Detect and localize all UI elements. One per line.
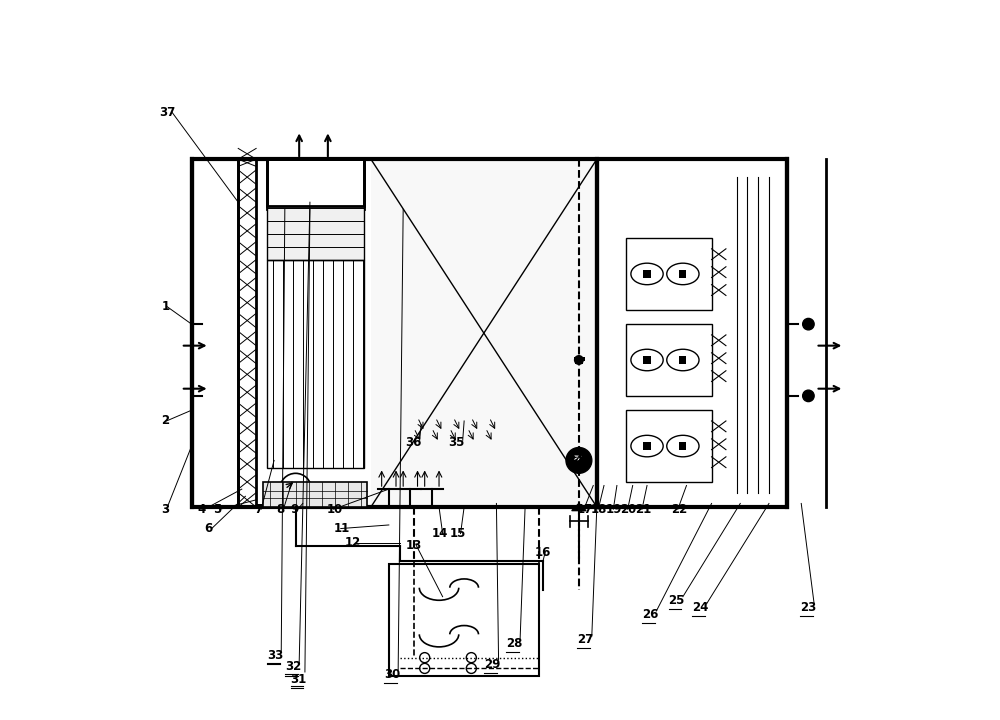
Bar [643,356,651,364]
Text: 14: 14 [432,527,448,540]
Text: 12: 12 [344,536,361,549]
Text: 1: 1 [161,300,170,312]
Text: 3: 3 [161,503,170,516]
Text: 6: 6 [205,522,213,535]
Text: 21: 21 [635,503,651,516]
Bar [626,324,712,396]
Text: 25: 25 [669,594,685,607]
Polygon shape [572,503,586,510]
Text: 23: 23 [800,601,816,614]
Bar [574,357,585,361]
Text: 4: 4 [197,503,206,516]
Text: 7: 7 [254,503,262,516]
Bar [626,410,712,482]
Text: 2: 2 [161,415,170,428]
Bar [643,443,651,450]
Bar [679,356,686,364]
Text: 27: 27 [577,633,594,647]
Bar [643,270,651,277]
Text: 32: 32 [285,660,301,673]
Bar [626,238,712,310]
Circle shape [803,318,814,330]
Text: 13: 13 [405,539,422,552]
Text: 26: 26 [642,608,658,621]
Bar [263,482,367,507]
Text: 10: 10 [326,503,343,516]
Bar [238,159,256,507]
Bar [267,206,364,260]
Circle shape [574,355,584,365]
Text: 11: 11 [334,522,350,535]
Text: 35: 35 [448,436,465,449]
Bar [192,159,597,507]
Circle shape [803,390,814,402]
Text: 16: 16 [534,546,551,559]
Bar [679,270,686,277]
Text: 18: 18 [591,503,607,516]
Bar [574,358,584,361]
Text: 33: 33 [267,649,283,662]
Text: 30: 30 [384,667,400,680]
Circle shape [566,448,592,473]
Text: 20: 20 [620,503,637,516]
Text: 29: 29 [484,658,501,671]
Bar [679,443,686,450]
Text: 22: 22 [671,503,687,516]
Text: 5: 5 [213,503,221,516]
Bar [389,564,539,675]
Text: 15: 15 [450,527,466,540]
Text: 31: 31 [291,672,307,685]
Bar [597,159,787,507]
Text: 8: 8 [276,503,284,516]
Text: 24: 24 [692,601,709,614]
Bar [575,358,583,364]
Text: 37: 37 [159,106,176,119]
Bar [371,159,597,507]
Bar [267,260,364,467]
Text: 28: 28 [506,636,522,650]
Text: 34: 34 [567,454,583,467]
Bar [267,159,364,210]
Text: 17: 17 [577,503,593,516]
Text: 36: 36 [405,436,422,449]
Text: 9: 9 [291,503,299,516]
Text: 19: 19 [606,503,623,516]
Bar [267,159,364,206]
Circle shape [300,179,310,189]
